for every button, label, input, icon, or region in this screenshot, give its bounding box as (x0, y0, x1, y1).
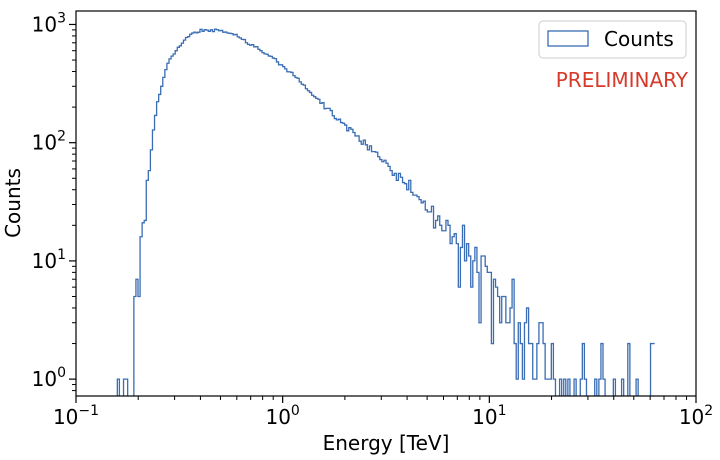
x-axis-label: Energy [TeV] (323, 431, 450, 455)
y-axis-label: Counts (1, 168, 25, 238)
x-tick-label: 101 (472, 403, 506, 429)
y-tick-label-base: 10 (32, 249, 57, 273)
plot-area (75, 10, 697, 397)
y-tick-label-exponent: 1 (57, 247, 66, 263)
y-tick-label-base: 10 (32, 367, 57, 391)
y-tick-label: 100 (32, 365, 66, 391)
x-tick-label-base: 10 (472, 405, 497, 429)
x-tick-label-exponent: −1 (78, 403, 99, 419)
x-tick-label: 102 (679, 403, 713, 429)
preliminary-annotation: PRELIMINARY (556, 68, 689, 92)
x-tick-label-exponent: 1 (498, 403, 507, 419)
y-tick-label-exponent: 2 (57, 129, 66, 145)
y-tick-label-base: 10 (32, 131, 57, 155)
y-tick-label: 102 (32, 129, 66, 155)
axis-ticks (69, 23, 697, 403)
x-tick-label-base: 10 (265, 405, 290, 429)
legend-swatch-counts (547, 30, 589, 47)
y-tick-label: 103 (32, 10, 66, 36)
x-tick-label: 10−1 (53, 403, 99, 429)
x-tick-label-base: 10 (53, 405, 78, 429)
y-tick-label-exponent: 3 (57, 10, 66, 26)
histogram-series-counts (116, 28, 655, 396)
axes-frame (75, 10, 697, 397)
y-tick-label: 101 (32, 247, 66, 273)
x-tick-label: 100 (265, 403, 299, 429)
y-tick-label-exponent: 0 (57, 365, 66, 381)
x-tick-label-exponent: 2 (704, 403, 713, 419)
y-tick-label-base: 10 (32, 12, 57, 36)
legend: Counts (538, 20, 687, 59)
x-tick-label-base: 10 (679, 405, 704, 429)
legend-label-counts: Counts (604, 27, 674, 51)
legend-frame (538, 20, 687, 59)
x-tick-label-exponent: 0 (291, 403, 300, 419)
